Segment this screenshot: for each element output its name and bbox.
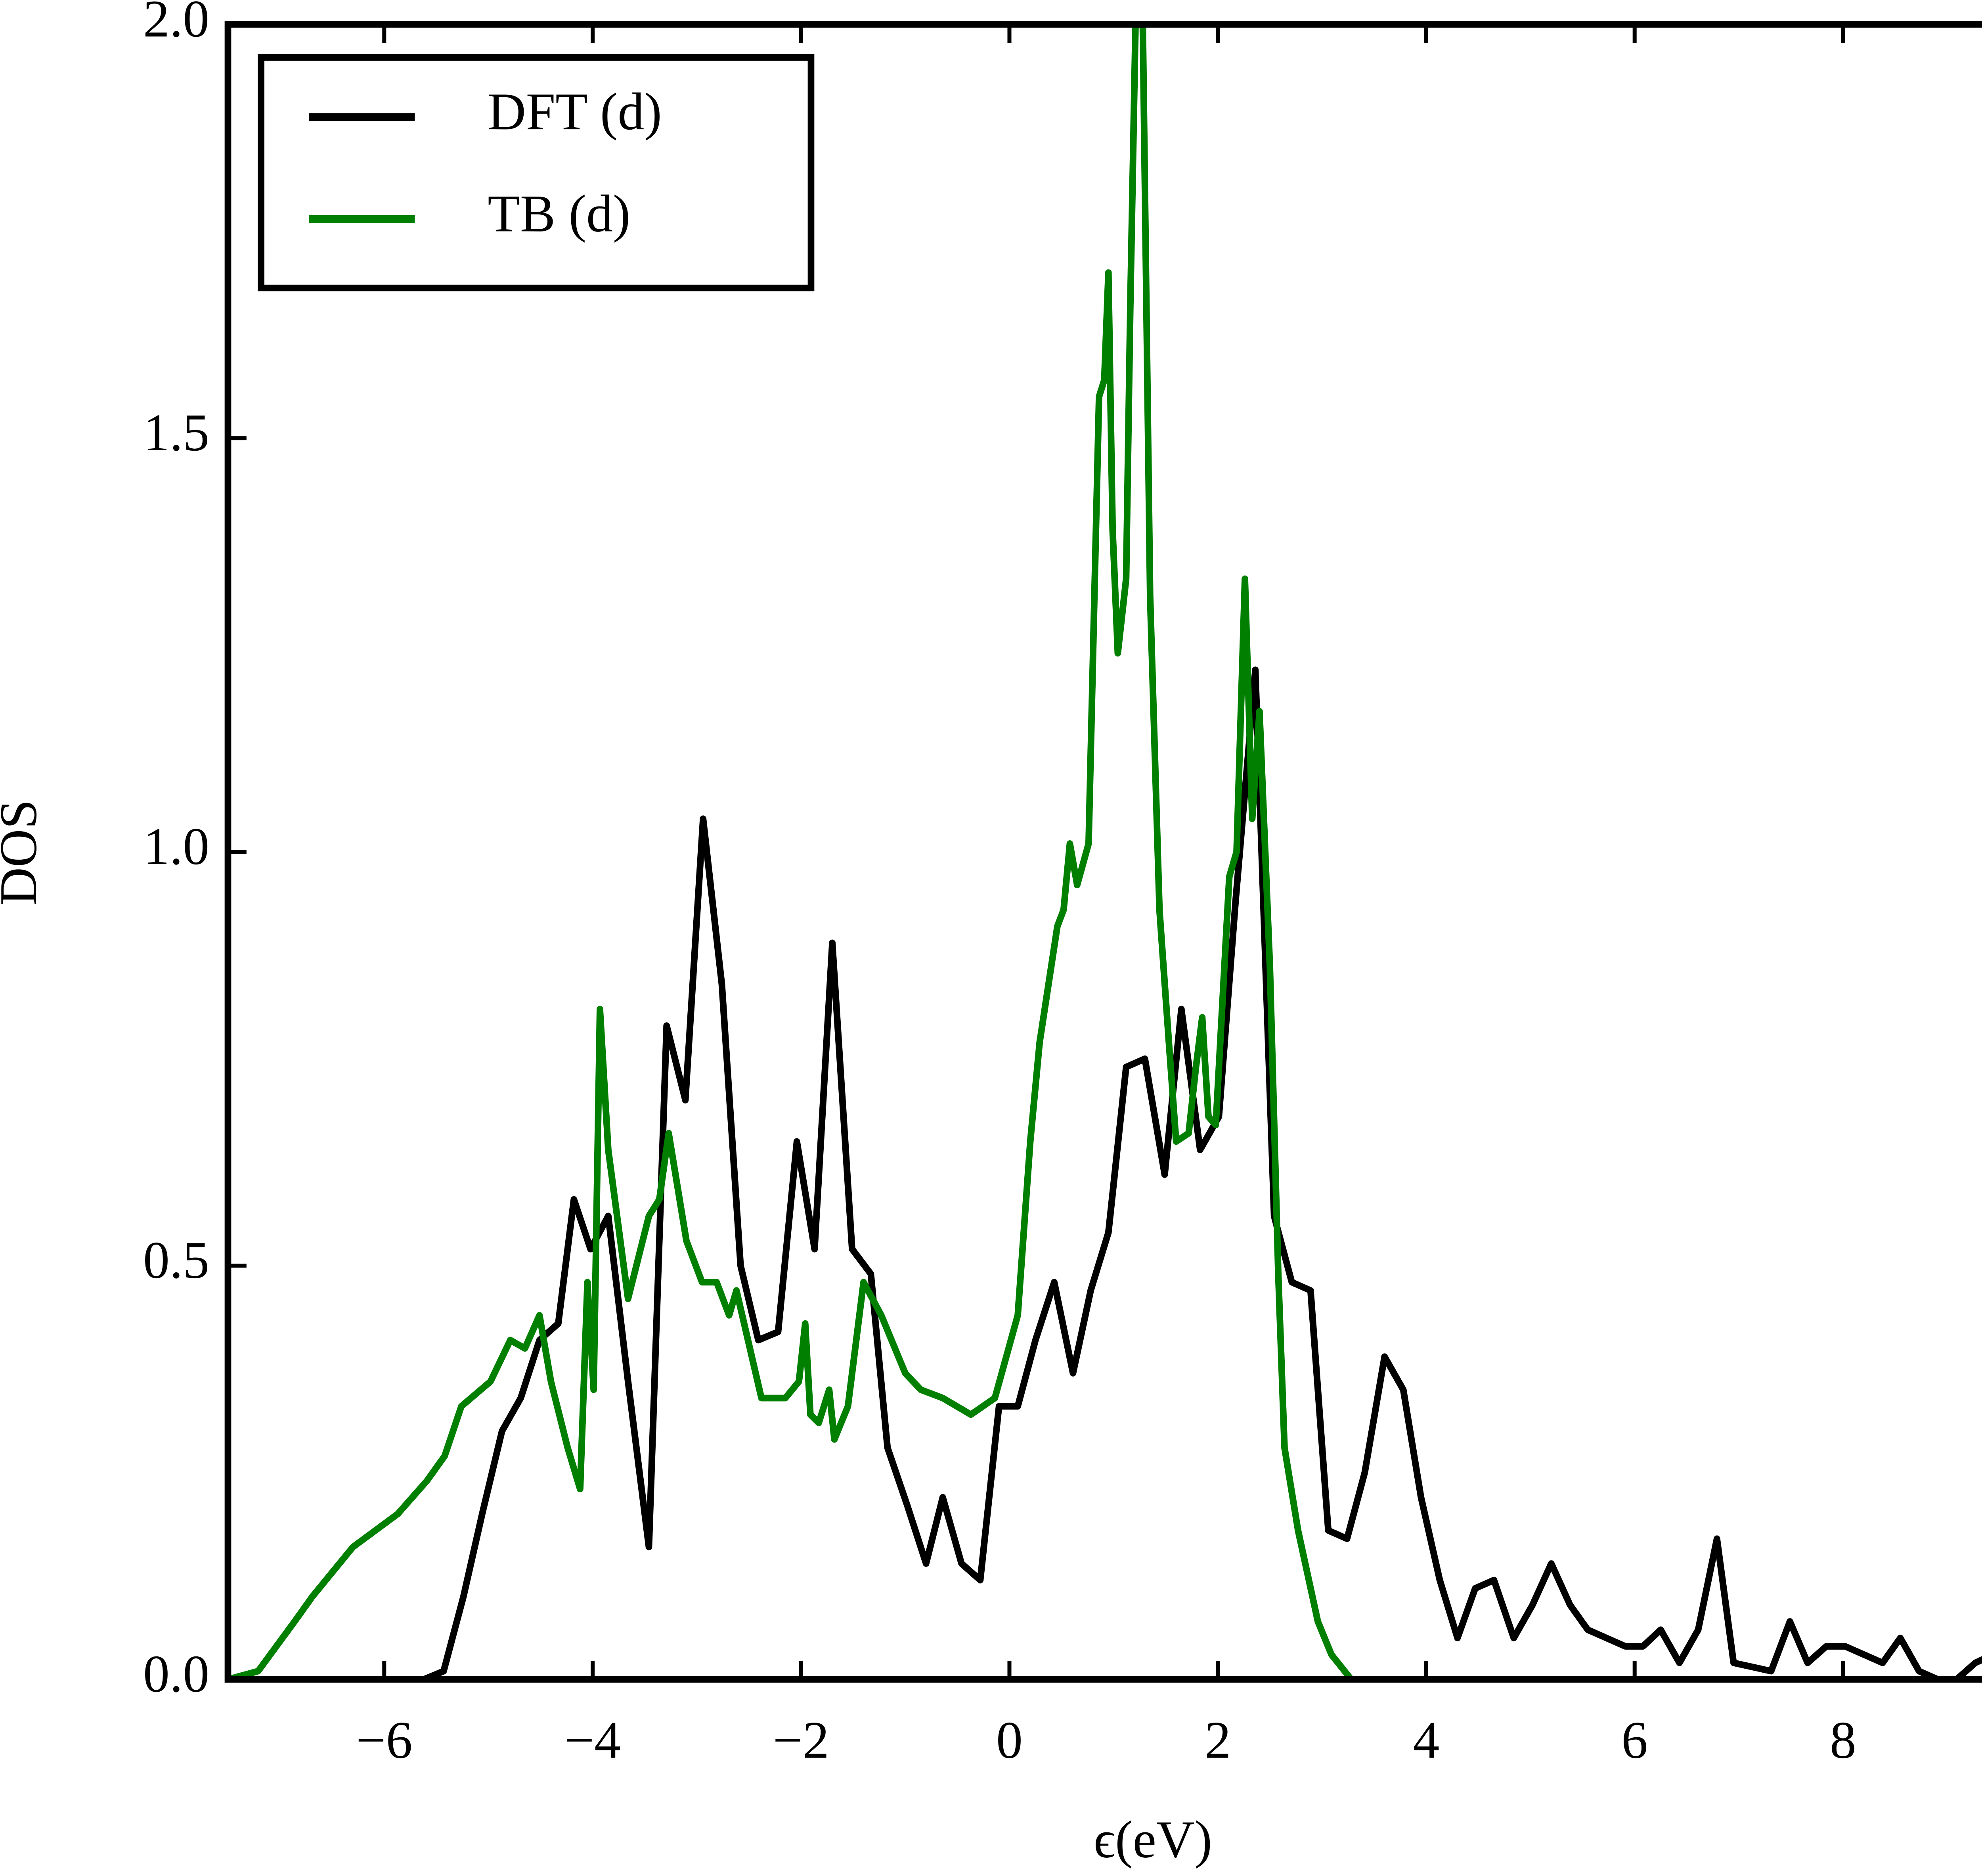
y-tick-label: 0.5 — [143, 1231, 209, 1289]
y-axis-label: DOS — [0, 799, 48, 906]
x-tick-label: −2 — [773, 1711, 829, 1769]
x-tick-label: −6 — [356, 1711, 412, 1769]
legend-label: TB (d) — [488, 184, 630, 243]
series-line — [228, 666, 1982, 1679]
legend-label: DFT (d) — [488, 82, 662, 141]
legend-box — [258, 54, 815, 292]
x-tick-label: 4 — [1413, 1711, 1440, 1769]
plot-area — [228, 24, 1982, 1679]
x-tick-label: 6 — [1621, 1711, 1648, 1769]
axes-frame — [224, 21, 1982, 1683]
x-tick-label: 2 — [1205, 1711, 1231, 1769]
y-tick-label: 0.0 — [143, 1645, 209, 1703]
x-tick-label: −4 — [564, 1711, 621, 1769]
x-tick-label: 0 — [996, 1711, 1023, 1769]
y-tick-label: 2.0 — [143, 0, 209, 48]
x-tick-label: 8 — [1830, 1711, 1856, 1769]
series-line — [228, 24, 1354, 1679]
ticks: −6−4−202468100.00.51.01.52.0 — [143, 0, 1856, 1769]
legend: DFT (d) TB (d) — [258, 54, 815, 292]
y-tick-label: 1.0 — [143, 817, 209, 876]
x-axis-label: ϵ(eV) — [1094, 1810, 1212, 1869]
y-tick-label: 1.5 — [143, 403, 209, 462]
